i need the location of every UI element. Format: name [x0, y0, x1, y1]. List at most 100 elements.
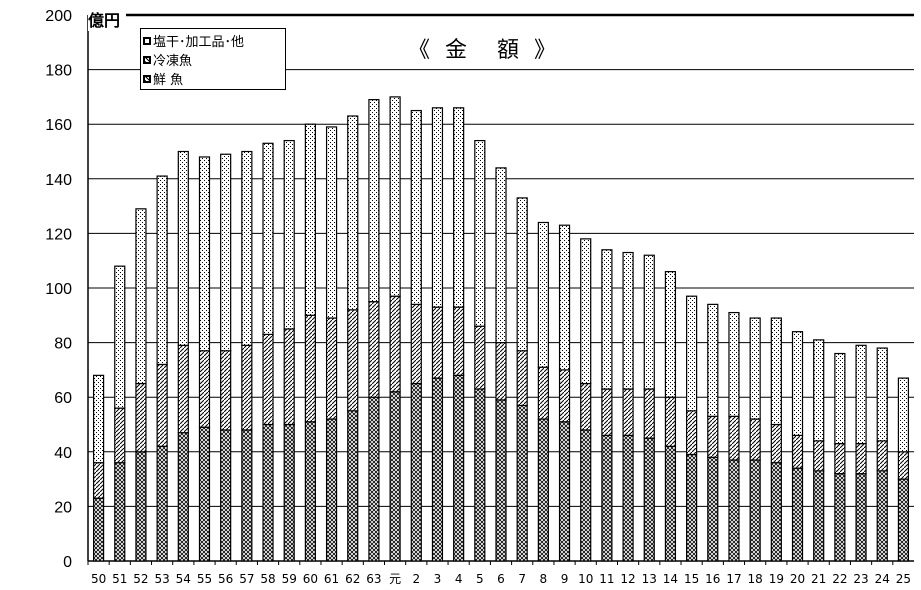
x-tick-label: 4: [455, 572, 463, 586]
x-tick-label: 3: [434, 572, 442, 586]
x-tick-label: 20: [790, 572, 805, 586]
bar-segment-0: [855, 473, 867, 562]
legend-label-fresh: 鮮 魚: [153, 73, 184, 88]
bar-segment-1: [453, 306, 465, 376]
bar-segment-2: [855, 344, 867, 445]
bar-segment-2: [368, 99, 380, 303]
x-tick-label: 61: [324, 572, 339, 586]
bars: [92, 96, 910, 562]
legend-item-fresh: 鮮 魚: [143, 69, 285, 88]
bar-segment-2: [770, 317, 782, 426]
bar-segment-1: [558, 369, 571, 423]
bar-segment-2: [643, 254, 655, 390]
bar-segment-2: [664, 271, 677, 398]
x-tick-label: 25: [896, 572, 911, 586]
bar-segment-1: [495, 342, 507, 401]
y-tick-label: 160: [45, 117, 72, 134]
bar-segment-0: [791, 467, 804, 562]
y-tick-label: 60: [54, 390, 72, 407]
legend-item-frozen: 冷凍魚: [143, 50, 285, 69]
x-tick-label: 17: [726, 572, 741, 586]
bar-segment-2: [156, 175, 168, 366]
bar-segment-2: [177, 150, 189, 346]
x-tick-label: 23: [853, 572, 868, 586]
x-tick-label: 53: [154, 572, 169, 586]
bar-segment-1: [643, 388, 655, 439]
bar-segment-2: [325, 126, 338, 319]
bar-segment-1: [474, 325, 486, 390]
legend-item-processed: 塩干･加工品･他: [143, 31, 285, 50]
bar-segment-2: [474, 139, 486, 327]
bar-segment-0: [622, 434, 634, 562]
bar-segment-2: [114, 265, 126, 409]
bar-segment-0: [453, 374, 465, 562]
bar-segment-2: [262, 142, 274, 336]
x-tick-label: 24: [875, 572, 890, 586]
x-tick-label: 11: [599, 572, 614, 586]
x-tick-label: 58: [260, 572, 275, 586]
bar-segment-0: [558, 421, 571, 562]
x-tick-label: 18: [748, 572, 763, 586]
bar-segment-0: [283, 423, 295, 562]
bar-segment-0: [220, 429, 232, 562]
bar-segment-0: [834, 473, 846, 562]
x-tick-label: 2: [412, 572, 420, 586]
bar-segment-1: [198, 350, 211, 428]
y-axis-ticks: 0 20 40 60 80 100 120 140 160 180 200: [45, 8, 72, 571]
y-tick-label: 120: [45, 226, 72, 243]
legend-label-processed: 塩干･加工品･他: [153, 35, 245, 50]
y-tick-label: 20: [54, 499, 72, 516]
bar-segment-1: [156, 363, 168, 447]
x-tick-label: 15: [684, 572, 699, 586]
bar-segment-0: [177, 432, 189, 562]
y-tick-label: 140: [45, 172, 72, 189]
bar-segment-1: [220, 350, 232, 431]
bar-segment-0: [198, 426, 211, 562]
bar-segment-1: [770, 423, 782, 464]
y-tick-label: 0: [63, 554, 72, 571]
bar-segment-1: [347, 309, 359, 412]
bar-segment-0: [474, 388, 486, 562]
bar-segment-0: [368, 396, 380, 562]
bar-segment-2: [728, 311, 740, 417]
bar-segment-1: [431, 306, 444, 379]
chart-title: 《 金 額 》: [408, 38, 560, 63]
bar-segment-0: [770, 462, 782, 562]
bar-segment-1: [537, 366, 549, 420]
bar-segment-2: [389, 96, 401, 297]
bar-segment-0: [813, 470, 825, 562]
x-tick-label: 8: [540, 572, 548, 586]
x-tick-label: 6: [497, 572, 505, 586]
x-tick-label: 9: [561, 572, 569, 586]
bar-segment-2: [876, 347, 888, 442]
bar-segment-2: [453, 107, 465, 308]
bar-segment-0: [262, 423, 274, 562]
bar-segment-2: [537, 221, 549, 368]
bar-segment-1: [622, 388, 634, 437]
bar-segment-2: [92, 374, 105, 464]
bar-segment-1: [728, 415, 740, 461]
bar-segment-0: [749, 459, 761, 562]
x-tick-label: 12: [620, 572, 635, 586]
bar-segment-1: [304, 314, 316, 423]
x-tick-label: 7: [518, 572, 526, 586]
x-tick-label: 元: [389, 572, 401, 586]
bar-segment-1: [855, 443, 867, 475]
bar-segment-1: [897, 451, 910, 480]
bar-segment-0: [580, 429, 592, 562]
y-tick-label: 80: [54, 336, 72, 353]
bar-segment-2: [135, 208, 147, 385]
bar-segment-2: [813, 339, 825, 442]
x-tick-label: 62: [345, 572, 360, 586]
bar-segment-2: [410, 109, 422, 305]
x-tick-label: 50: [91, 572, 106, 586]
bar-segment-1: [834, 443, 846, 475]
bar-segment-1: [601, 388, 613, 437]
bar-segment-1: [262, 333, 274, 426]
bar-segment-2: [304, 123, 316, 316]
x-tick-label: 63: [366, 572, 381, 586]
legend-swatch-processed: [143, 36, 151, 45]
bar-segment-2: [601, 249, 613, 390]
x-tick-label: 14: [663, 572, 678, 586]
